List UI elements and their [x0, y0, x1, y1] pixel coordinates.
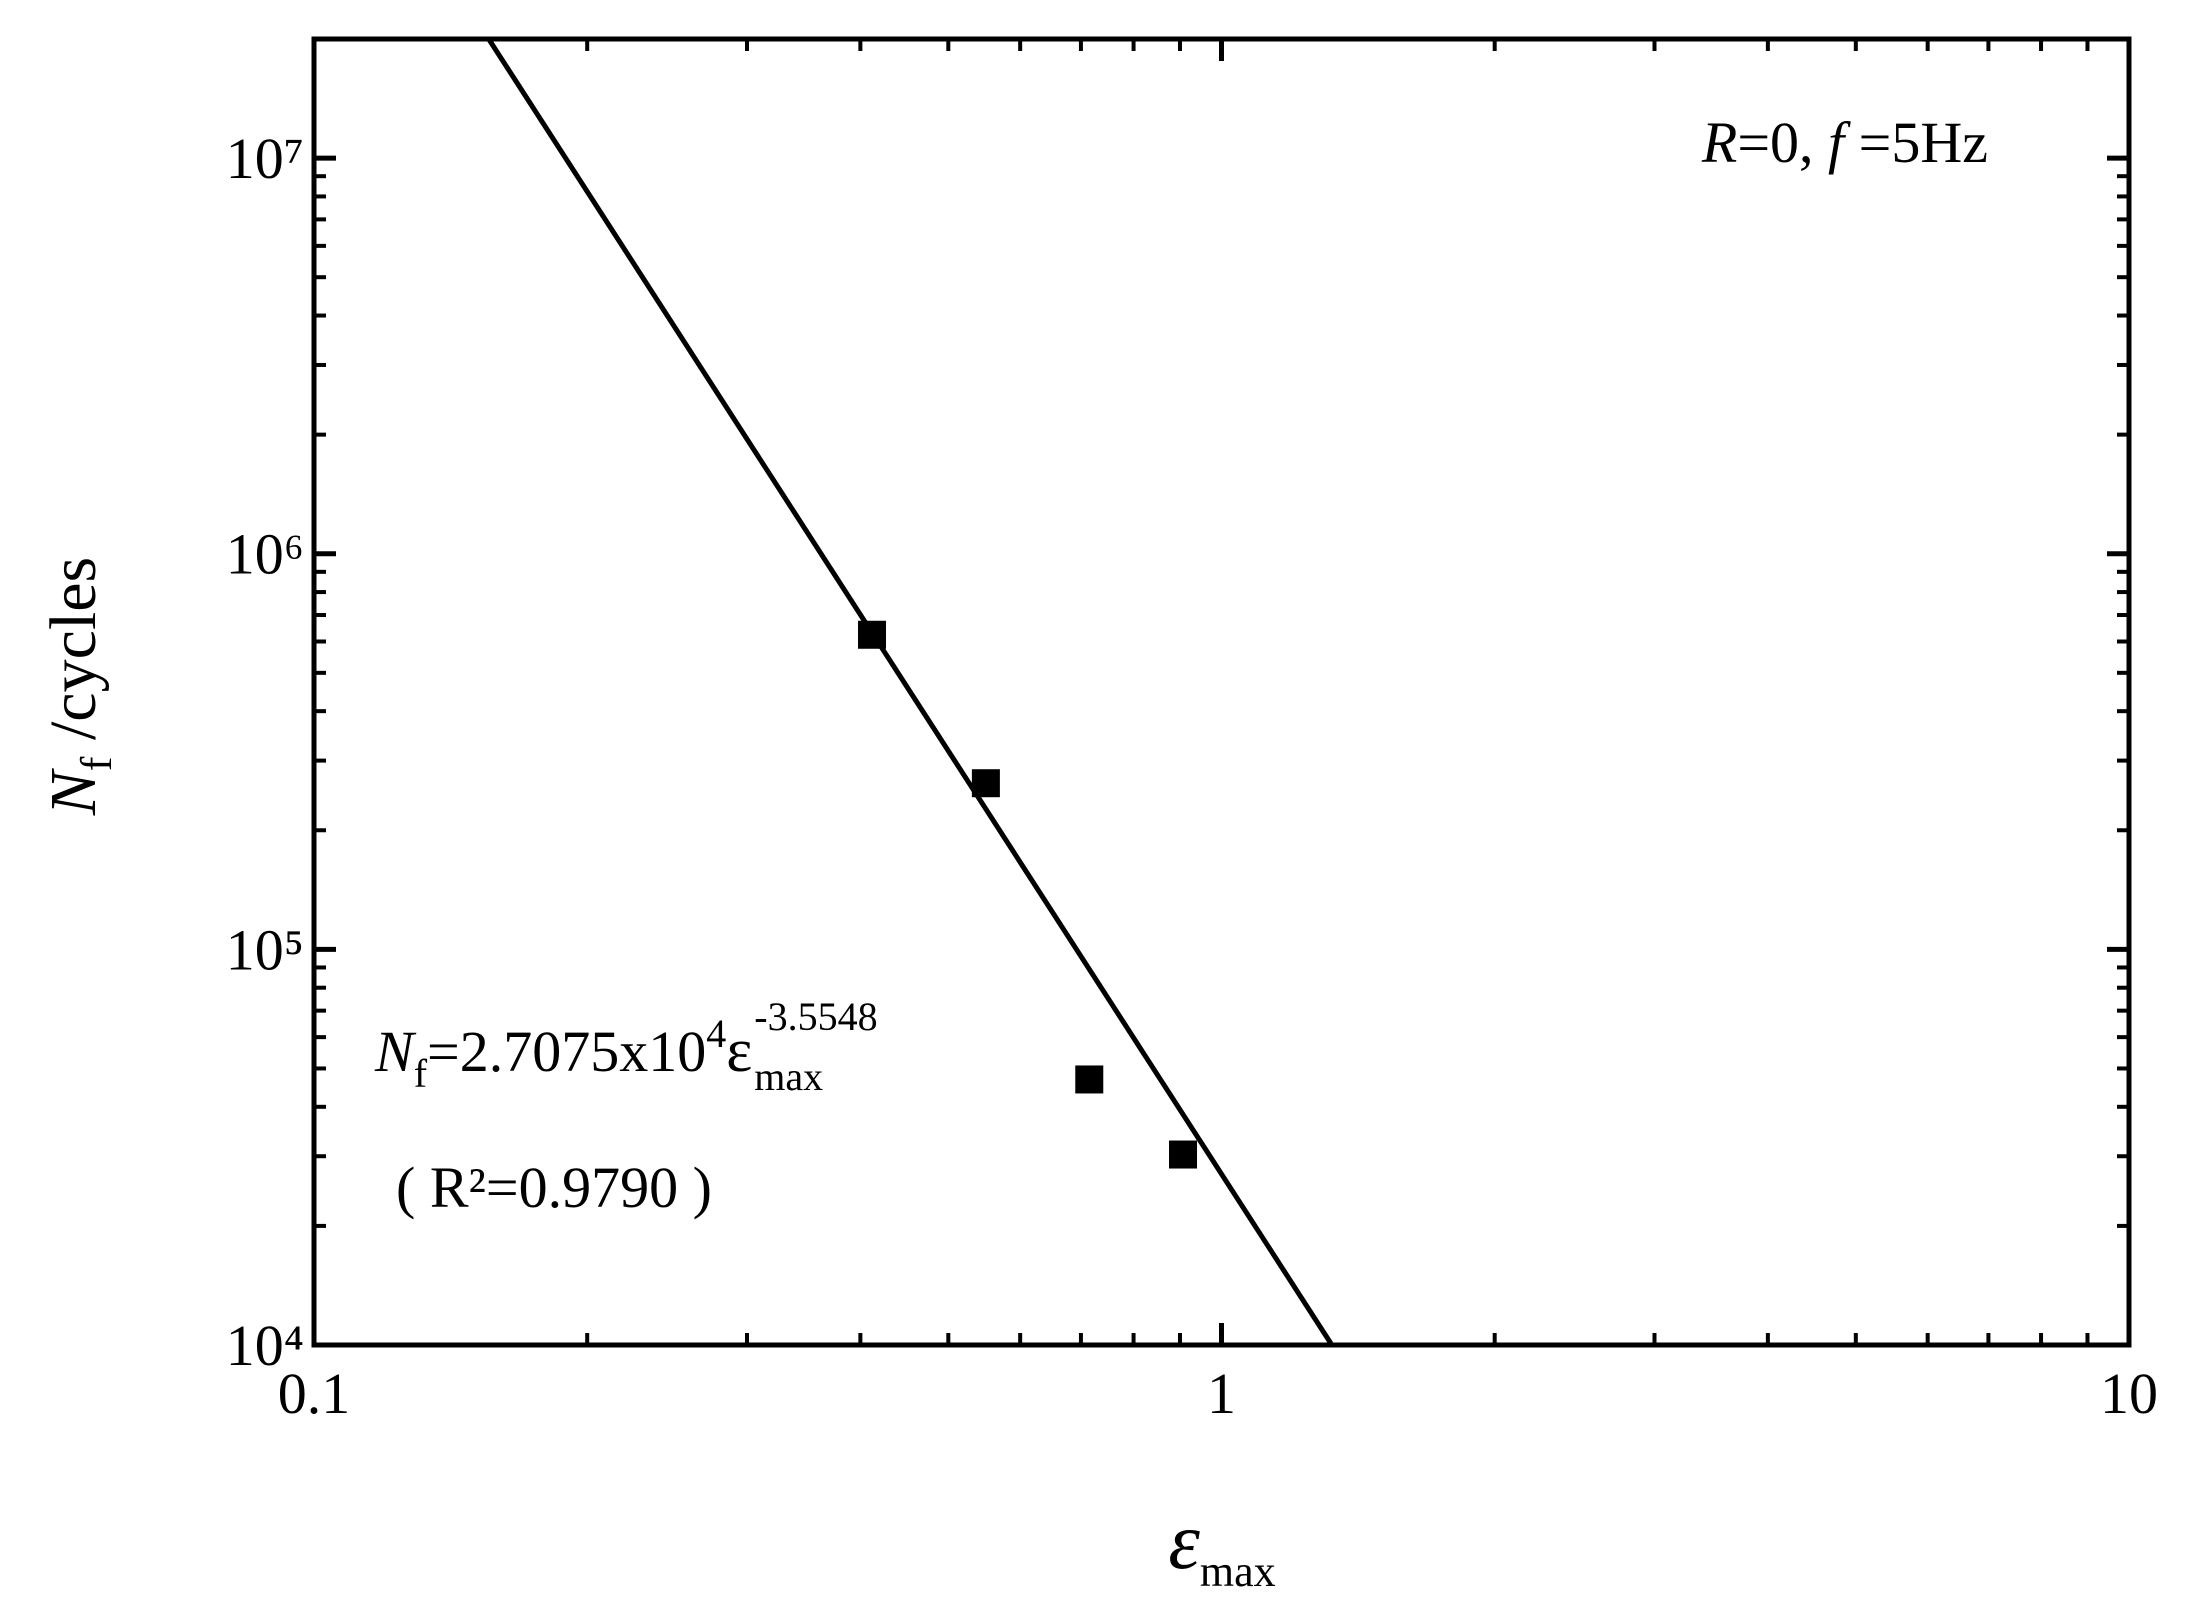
y-tick-label: 10⁷	[226, 126, 304, 191]
y-tick-label: 10⁵	[226, 917, 304, 982]
equation-part: 4	[706, 1011, 726, 1056]
x-tick-label: 0.1	[278, 1361, 351, 1426]
equation-part: f	[414, 1051, 428, 1096]
annotation-part: =0,	[1737, 110, 1828, 175]
equation-annotation: Nf=2.7075x104ε	[374, 1011, 752, 1096]
equation-part: ε	[726, 1017, 752, 1085]
equation-exponent: -3.5548	[754, 994, 877, 1039]
equation-part: =2.7075x10	[427, 1019, 706, 1084]
label-part: f	[72, 756, 121, 771]
equation-part: N	[374, 1019, 417, 1084]
annotation-part: R	[1701, 110, 1737, 175]
y-axis-label: Nf /cycles	[37, 557, 121, 816]
r-squared-annotation: ( R²=0.9790 )	[396, 1155, 712, 1220]
y-tick-label: 10⁶	[226, 522, 304, 587]
label-part: max	[1200, 1547, 1276, 1596]
annotation-part: =5Hz	[1844, 110, 1988, 175]
label-part: ε	[1168, 1498, 1200, 1586]
y-tick-label: 10⁴	[226, 1313, 304, 1378]
label-part: N	[37, 767, 110, 816]
label-part: /cycles	[37, 557, 110, 757]
equation-subscript: max	[754, 1054, 823, 1099]
x-tick-label: 10	[2100, 1361, 2158, 1426]
x-tick-label: 1	[1207, 1361, 1236, 1426]
data-point	[1169, 1140, 1198, 1169]
fit-line	[487, 39, 1334, 1345]
plot-frame	[311, 36, 2132, 1348]
x-axis-label: εmax	[1168, 1498, 1275, 1596]
data-point	[1075, 1065, 1104, 1094]
condition-annotation: R=0, f =5Hz	[1701, 110, 1988, 175]
